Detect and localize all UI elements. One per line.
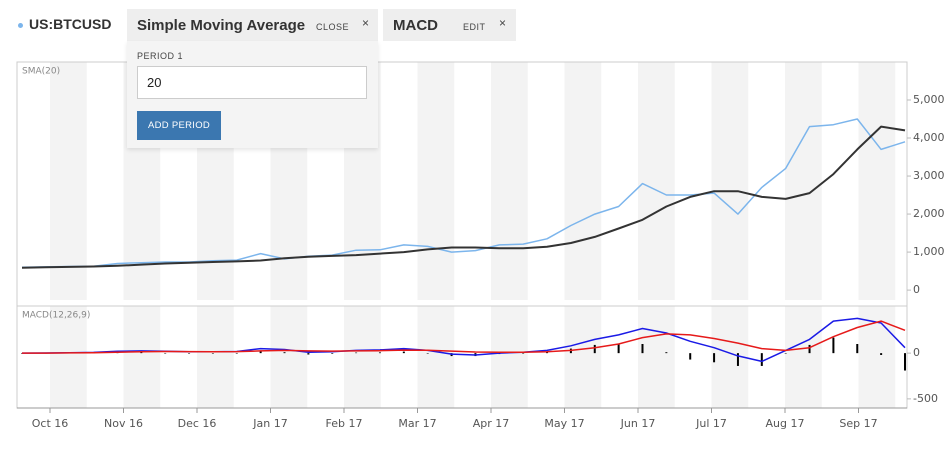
period-input[interactable]: 20 [137, 66, 367, 99]
histogram-bar [713, 353, 716, 363]
month-band [638, 306, 675, 408]
histogram-bar [402, 351, 405, 354]
x-tick-label: Mar 17 [398, 417, 436, 430]
month-band [344, 306, 381, 408]
month-band [50, 306, 87, 408]
month-band [491, 306, 528, 408]
tab[interactable]: Simple Moving Average CLOSE × [127, 9, 378, 41]
tab-action[interactable]: EDIT [463, 22, 486, 32]
tab-close[interactable]: × [362, 16, 370, 30]
symbol-dot [18, 22, 23, 28]
panel-label: MACD(12,26,9) [22, 311, 90, 321]
tab[interactable]: MACD EDIT × [383, 9, 516, 41]
month-band [858, 306, 896, 408]
series-line [21, 125, 906, 269]
x-tick-label: Aug 17 [766, 417, 805, 430]
histogram-bar [641, 344, 644, 354]
histogram-bar [808, 344, 811, 354]
histogram-bar [164, 352, 167, 354]
histogram-bar [736, 353, 739, 366]
panel-label: SMA(20) [22, 67, 60, 77]
histogram-bar [522, 353, 525, 354]
month-band [197, 306, 234, 408]
histogram-bar [689, 353, 692, 360]
month-band [50, 62, 87, 300]
month-band [638, 62, 675, 300]
tab-close[interactable]: × [499, 16, 507, 30]
histogram-bar [211, 353, 214, 354]
x-tick-label: Jul 17 [695, 417, 727, 430]
x-tick-label: Oct 16 [32, 417, 69, 430]
histogram-bar [665, 352, 668, 354]
histogram-bar [378, 352, 381, 354]
month-band [858, 62, 896, 300]
month-band [785, 306, 822, 408]
histogram-bar [832, 337, 835, 354]
tab-label: MACD [393, 17, 438, 34]
histogram-bar [784, 353, 787, 354]
x-tick-label: May 17 [544, 417, 584, 430]
histogram-bar [760, 353, 763, 366]
histogram-bar [617, 344, 620, 354]
y-tick-label: -500 [913, 392, 938, 405]
month-band [491, 62, 528, 300]
x-tick-label: Jan 17 [252, 417, 287, 430]
histogram-bar [856, 344, 859, 354]
histogram-bar [307, 353, 310, 355]
period-popup: PERIOD 1 20 ADD PERIOD [127, 41, 378, 148]
month-band [785, 62, 822, 300]
indicator-bar: US:BTCUSD Simple Moving Average CLOSE × … [0, 0, 952, 44]
histogram-bar [331, 353, 334, 354]
histogram-bar [593, 344, 596, 354]
month-band [270, 306, 308, 408]
tab-label: Simple Moving Average [137, 17, 306, 34]
x-tick-label: Feb 17 [326, 417, 363, 430]
histogram-bar [140, 352, 143, 354]
histogram-bar [426, 353, 429, 354]
x-tick-label: Jun 17 [620, 417, 656, 430]
histogram-bar [188, 353, 191, 354]
y-tick-label: 3,000 [913, 169, 945, 182]
x-tick-label: Nov 16 [104, 417, 143, 430]
histogram-bar [235, 353, 238, 354]
histogram-bar [880, 353, 883, 355]
histogram-bar [283, 352, 286, 354]
series-line [21, 118, 906, 269]
y-tick-label: 0 [913, 346, 920, 359]
symbol[interactable]: US:BTCUSD [18, 16, 111, 32]
y-tick-label: 2,000 [913, 207, 945, 220]
month-band [711, 62, 749, 300]
month-band [564, 62, 602, 300]
y-tick-label: 5,000 [913, 93, 945, 106]
x-tick-label: Dec 16 [178, 417, 217, 430]
histogram-bar [355, 352, 358, 354]
month-band [564, 306, 602, 408]
y-tick-label: 0 [913, 283, 920, 296]
tab-action[interactable]: CLOSE [316, 22, 350, 32]
y-tick-label: 4,000 [913, 131, 945, 144]
field-label: PERIOD 1 [137, 51, 184, 61]
month-band [417, 62, 455, 300]
histogram-bar [259, 350, 262, 354]
x-tick-label: Apr 17 [473, 417, 510, 430]
y-tick-label: 1,000 [913, 245, 945, 258]
x-tick-label: Sep 17 [839, 417, 877, 430]
series-line [22, 320, 906, 354]
symbol-label: US:BTCUSD [29, 16, 112, 32]
month-band [417, 306, 455, 408]
month-band [123, 306, 161, 408]
add-period-button[interactable]: ADD PERIOD [137, 111, 221, 140]
histogram-bar [904, 353, 906, 371]
